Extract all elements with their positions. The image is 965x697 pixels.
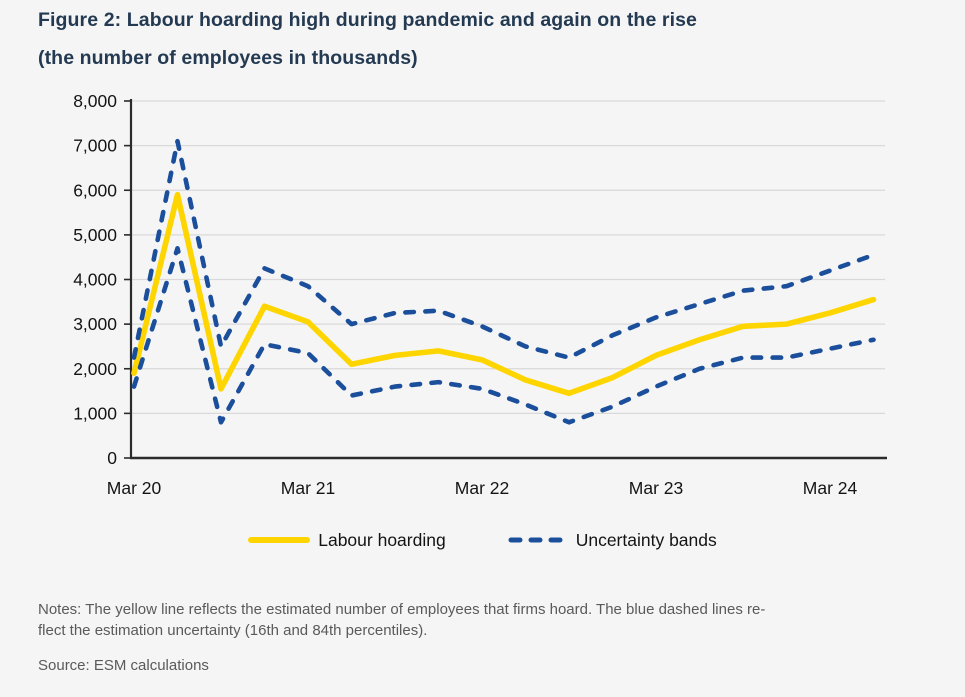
x-tick-label: Mar 23 bbox=[629, 478, 683, 498]
x-tick-label: Mar 22 bbox=[455, 478, 509, 498]
legend-label-uncertainty-bands: Uncertainty bands bbox=[575, 529, 717, 550]
y-tick-label: 1,000 bbox=[73, 403, 117, 423]
figure-title: Figure 2: Labour hoarding high during pa… bbox=[38, 9, 698, 31]
labour-hoarding-line bbox=[131, 191, 877, 397]
x-tick-label: Mar 20 bbox=[107, 478, 162, 498]
uncertainty-band-upper-line bbox=[131, 138, 876, 360]
uncertainty-bands-line-swatch bbox=[508, 537, 572, 543]
y-tick-label: 3,000 bbox=[73, 314, 117, 334]
x-tick-label: Mar 21 bbox=[281, 478, 335, 498]
legend-label-labour-hoarding: Labour hoarding bbox=[318, 529, 446, 550]
chart-plot-area: 0 1,000 2,000 3,000 4,000 5,000 6,000 7,000 8,00… bbox=[73, 91, 887, 498]
figure-subtitle: (the number of employees in thousands) bbox=[38, 47, 418, 69]
y-tick-label: 6,000 bbox=[73, 180, 117, 200]
uncertainty-band-lower-line bbox=[131, 245, 876, 425]
notes-text: Notes: The yellow line reflects the esti… bbox=[38, 599, 943, 641]
y-tick-label: 8,000 bbox=[73, 91, 117, 111]
y-tick-label: 7,000 bbox=[73, 136, 117, 156]
labour-hoarding-chart: 0 1,000 2,000 3,000 4,000 5,000 6,000 7,000 8,00… bbox=[0, 88, 965, 508]
y-tick-label: 4,000 bbox=[73, 270, 117, 290]
source-text: Source: ESM calculations bbox=[38, 657, 209, 674]
y-tick-label: 5,000 bbox=[73, 225, 117, 245]
y-tick-label: 2,000 bbox=[73, 359, 117, 379]
notes-line-1: Notes: The yellow line reflects the esti… bbox=[38, 601, 766, 618]
notes-line-2: flect the estimation uncertainty (16th a… bbox=[38, 622, 428, 639]
y-tick-label: 0 bbox=[107, 448, 117, 468]
legend-item-labour-hoarding: Labour hoarding bbox=[248, 529, 446, 551]
labour-hoarding-line-swatch bbox=[248, 537, 311, 543]
chart-legend: Labour hoarding Uncertainty bands bbox=[0, 524, 965, 556]
legend-item-uncertainty-bands: Uncertainty bands bbox=[508, 530, 717, 551]
x-tick-label: Mar 24 bbox=[803, 478, 858, 498]
